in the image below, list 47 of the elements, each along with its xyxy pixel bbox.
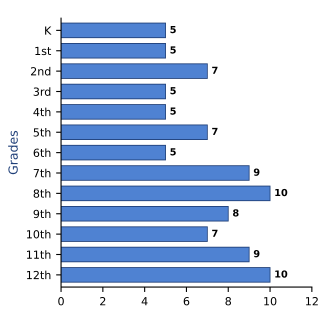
bar <box>61 246 250 262</box>
x-tick-label: 6 <box>184 297 190 306</box>
y-tick-label: 9th <box>34 210 50 218</box>
bar <box>61 63 208 79</box>
data-label: 9 <box>254 168 260 176</box>
y-tick-label: 4th <box>33 108 50 116</box>
y-tick-label: K <box>45 26 52 35</box>
bar <box>61 144 166 160</box>
x-tick-label: 8 <box>225 297 232 306</box>
y-tick-label: 11th <box>27 250 50 259</box>
data-label: 5 <box>170 87 176 94</box>
x-tick-label: 4 <box>142 297 148 306</box>
data-label: 5 <box>170 26 176 34</box>
data-label: 7 <box>212 66 218 74</box>
data-label: 5 <box>170 46 176 54</box>
y-tick-label: 12th <box>27 270 50 280</box>
y-tick-label: 6th <box>34 148 50 158</box>
x-tick-label: 10 <box>264 297 276 306</box>
data-label: 8 <box>233 209 239 217</box>
bar <box>61 186 270 202</box>
bar <box>61 104 166 120</box>
y-tick-label: 1st <box>35 46 52 56</box>
bar <box>61 22 166 38</box>
x-tick-label: 0 <box>58 297 64 306</box>
y-tick-label: 8th <box>34 189 50 198</box>
data-label: 5 <box>170 107 176 115</box>
y-tick-label: 2nd <box>30 66 50 76</box>
bar <box>61 42 166 59</box>
y-tick-label: 5th <box>34 128 50 137</box>
data-label: 5 <box>170 148 176 156</box>
y-tick-label: 10th <box>27 230 50 239</box>
bar <box>61 267 270 283</box>
x-tick-label: 12 <box>306 297 318 306</box>
y-tick-label: 7th <box>34 168 50 178</box>
y-axis-title: Grades <box>8 130 18 174</box>
bar <box>61 206 229 222</box>
y-tick-label: 3rd <box>34 87 50 96</box>
data-label: 7 <box>212 230 218 237</box>
data-label: 9 <box>254 250 260 258</box>
bar <box>61 226 208 242</box>
data-label: 10 <box>275 270 288 278</box>
x-tick-label: 2 <box>100 297 106 306</box>
bar <box>61 124 208 140</box>
data-label: 10 <box>275 188 288 196</box>
bar <box>61 165 250 181</box>
data-label: 7 <box>212 128 218 135</box>
bar <box>61 84 166 100</box>
